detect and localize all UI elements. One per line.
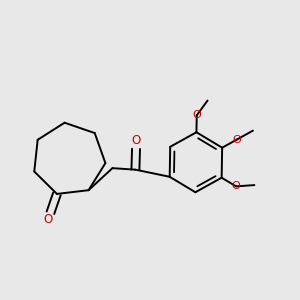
Text: O: O — [192, 110, 201, 120]
Text: O: O — [232, 182, 240, 191]
Text: O: O — [131, 134, 141, 147]
Text: O: O — [232, 134, 241, 145]
Text: O: O — [43, 214, 52, 226]
